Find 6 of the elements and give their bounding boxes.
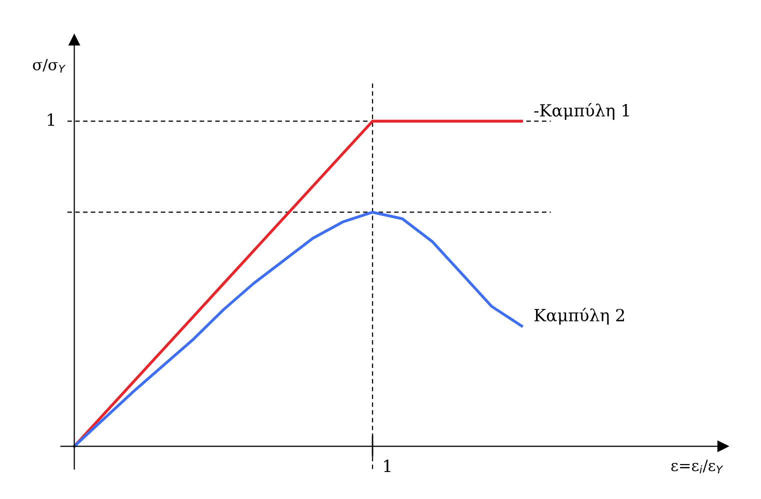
text: ε=ε$_{i}$/ε$_{Y}$ bbox=[671, 460, 724, 474]
text: 1 bbox=[384, 460, 390, 472]
series-label: Καμπύλη 2 bbox=[534, 308, 624, 325]
y-axis-title: σ/σ$_{Y}$ bbox=[32, 58, 66, 73]
ref-line-label: 1 bbox=[48, 113, 54, 126]
series-label: -Καμπύλη 1 bbox=[534, 103, 629, 120]
